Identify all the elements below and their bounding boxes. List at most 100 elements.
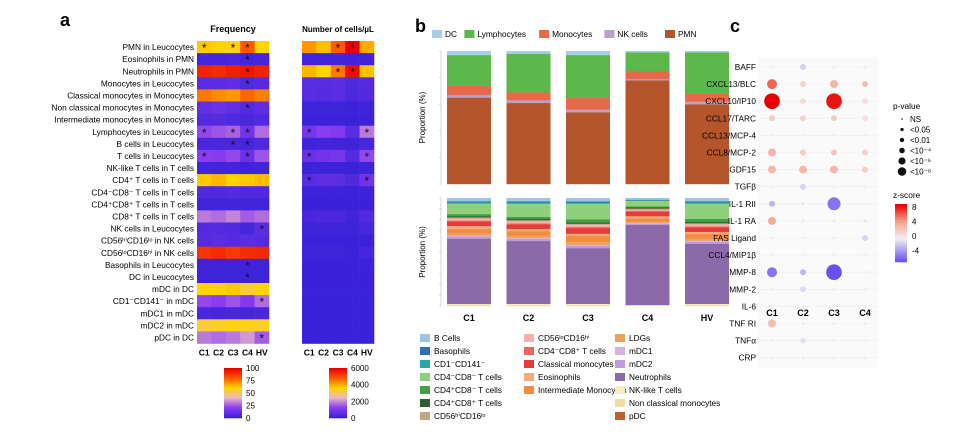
top-bar-segment	[506, 100, 551, 104]
bottom-bar-segment	[447, 218, 491, 221]
count-colorbar-segment	[329, 414, 347, 416]
count-significance-star: *	[364, 126, 369, 140]
count-cell	[302, 77, 317, 90]
dotplot-dot	[770, 253, 774, 257]
bottom-bar-segment	[506, 223, 551, 225]
top-bar-segment	[506, 53, 551, 93]
pvalue-legend-label: <0.01	[910, 136, 931, 145]
count-cell	[302, 319, 317, 332]
frequency-cell	[254, 331, 270, 344]
frequency-colorbar-segment	[224, 407, 242, 409]
frequency-cell	[240, 149, 255, 163]
frequency-cell	[240, 77, 255, 90]
bottom-bar-segment	[685, 304, 729, 307]
bottom-bar-segment	[625, 198, 670, 200]
count-cell	[316, 210, 332, 223]
count-cell	[345, 162, 360, 175]
count-cell	[316, 53, 332, 66]
dotplot-dot	[832, 236, 836, 240]
dotplot-dot	[862, 115, 868, 122]
bottom-bar-segment	[685, 202, 729, 204]
bottom-bar-segment	[685, 218, 729, 223]
frequency-significance-star: *	[231, 41, 236, 55]
bottom-bar-segment	[685, 240, 729, 242]
panel-label-c: c	[730, 16, 740, 36]
dotplot-dot	[863, 185, 867, 189]
count-colorbar-segment	[329, 397, 347, 399]
bottom-bar-segment	[685, 241, 729, 245]
bottom-bar-segment	[625, 218, 670, 222]
top-bar-segment	[685, 104, 729, 185]
frequency-cell	[197, 77, 212, 90]
dotplot-dot	[800, 98, 806, 105]
pvalue-legend-dot	[897, 167, 907, 176]
zscore-colorbar-segment	[895, 243, 907, 245]
bottom-bar-segment	[625, 209, 670, 211]
frequency-colorbar-segment	[224, 391, 242, 393]
bottom-bar-segment	[447, 220, 491, 222]
count-cell	[316, 270, 332, 284]
legend-label: Non classical monocytes	[629, 398, 720, 408]
bottom-bar-segment	[625, 224, 670, 306]
count-cell	[359, 77, 375, 90]
frequency-significance-star: *	[259, 223, 264, 237]
zscore-colorbar-segment	[895, 211, 907, 213]
frequency-cell	[240, 234, 255, 247]
top-y-label: Proportion (%)	[418, 91, 427, 143]
frequency-cell	[197, 295, 212, 308]
dotplot-dot	[770, 236, 774, 240]
count-cell	[345, 174, 360, 187]
frequency-cell	[225, 113, 241, 126]
frequency-colorbar-segment	[224, 374, 242, 376]
dotplot-row-label: IL-1 RA	[728, 216, 757, 226]
count-colorbar-segment	[329, 384, 347, 386]
dotplot-dot	[768, 319, 776, 328]
count-significance-star: *	[307, 126, 312, 140]
top-bar-segment	[625, 51, 670, 53]
bottom-bar-segment	[685, 222, 729, 224]
dotplot-dot	[862, 98, 868, 105]
count-colorbar-segment	[329, 373, 347, 375]
frequency-cell	[225, 186, 241, 199]
dotplot-row-label: CCL8/MCP-2	[707, 148, 757, 158]
frequency-cell	[225, 319, 241, 332]
dotplot-dot	[768, 148, 776, 157]
bottom-bar-segment	[685, 223, 729, 225]
bottom-bar-segment	[566, 201, 610, 203]
count-cell	[330, 210, 346, 223]
frequency-cell	[240, 41, 255, 54]
count-colorbar-segment	[329, 413, 347, 415]
zscore-colorbar-segment	[895, 233, 907, 235]
frequency-cell	[211, 331, 227, 344]
legend-swatch	[420, 412, 430, 420]
top-bar-segment	[506, 51, 551, 54]
count-cell	[345, 210, 360, 223]
count-cell	[302, 53, 317, 66]
count-cell	[330, 319, 346, 332]
frequency-colorbar-segment	[224, 401, 242, 403]
zscore-colorbar-segment	[895, 227, 907, 229]
zscore-colorbar-segment	[895, 228, 907, 231]
count-cell	[345, 149, 360, 163]
pvalue-legend-dot	[901, 118, 903, 120]
dotplot-dot	[862, 149, 868, 156]
pvalue-legend-dot	[899, 137, 905, 143]
bottom-bar-segment	[447, 198, 491, 202]
count-cell	[359, 89, 375, 102]
count-colorbar-segment	[329, 386, 347, 388]
bottom-bar-segment	[625, 207, 670, 209]
count-cell	[302, 125, 317, 139]
dotplot-dot	[768, 165, 776, 174]
panel-label-a: a	[60, 10, 71, 30]
frequency-colorbar-segment	[224, 414, 242, 416]
count-colorbar-segment	[329, 372, 347, 374]
count-cell	[359, 125, 375, 139]
pvalue-legend-title: p-value	[893, 101, 921, 111]
frequency-column-label: C2	[213, 348, 224, 358]
dotplot-dot	[770, 287, 774, 291]
count-cell	[316, 174, 332, 187]
zscore-colorbar-segment	[895, 254, 907, 257]
legend-label: CD56ˡᵒCD16ʰⁱ	[538, 333, 590, 343]
count-colorbar-segment	[329, 375, 347, 377]
heatmap-row-label: Lymphocytes in Leucocytes	[92, 127, 194, 137]
